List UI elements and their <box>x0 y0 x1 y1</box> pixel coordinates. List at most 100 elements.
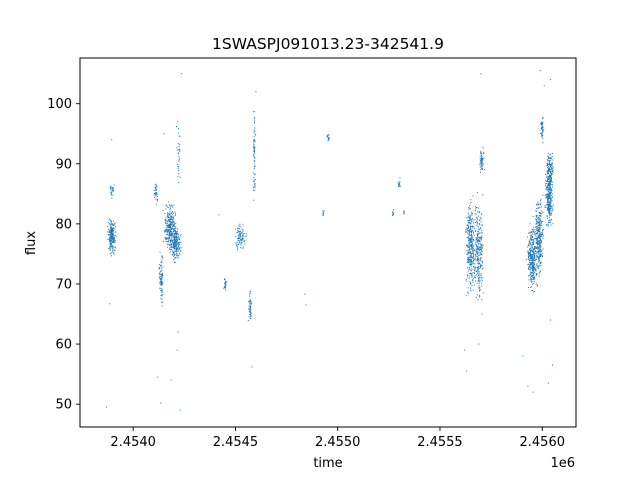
data-point <box>477 256 479 258</box>
data-point <box>253 150 255 152</box>
data-point <box>528 240 530 242</box>
data-point <box>242 224 244 226</box>
data-point <box>249 307 251 309</box>
data-point <box>472 217 474 219</box>
data-point <box>171 254 173 256</box>
data-point <box>528 253 530 255</box>
data-point <box>481 159 483 161</box>
data-point <box>548 201 550 203</box>
x-axis-label: time <box>313 456 342 471</box>
data-point <box>478 276 480 278</box>
data-point <box>173 257 175 259</box>
data-point <box>244 243 246 245</box>
data-point <box>474 269 476 271</box>
data-point <box>165 237 167 239</box>
data-point <box>471 245 473 247</box>
data-point <box>551 168 553 170</box>
data-point <box>533 238 535 240</box>
data-point <box>546 224 548 226</box>
data-point <box>536 221 538 223</box>
data-point <box>469 241 471 243</box>
data-point <box>254 184 256 186</box>
data-point <box>474 254 476 256</box>
data-point <box>173 239 175 241</box>
data-point <box>235 228 237 230</box>
data-point <box>527 385 529 387</box>
data-point <box>548 156 549 158</box>
data-point <box>483 292 485 294</box>
data-point <box>532 269 534 271</box>
data-point <box>154 183 156 185</box>
data-point <box>464 349 466 351</box>
data-point <box>545 176 547 178</box>
data-point <box>403 212 405 214</box>
data-point <box>470 289 472 291</box>
data-point <box>531 272 533 274</box>
data-point <box>532 283 534 285</box>
data-point <box>472 249 474 251</box>
data-point <box>532 278 534 280</box>
data-point <box>542 230 544 232</box>
data-point <box>470 235 472 237</box>
data-point <box>165 238 167 240</box>
data-point <box>237 228 239 230</box>
data-point <box>172 223 174 225</box>
data-point <box>546 207 548 209</box>
data-point <box>109 237 111 239</box>
data-point <box>466 227 468 229</box>
data-point <box>544 206 546 208</box>
data-point <box>547 176 549 178</box>
data-point <box>399 177 401 179</box>
data-point <box>541 232 543 234</box>
data-point <box>548 162 550 164</box>
data-point <box>399 180 401 182</box>
data-point <box>480 169 482 171</box>
data-point <box>536 226 538 228</box>
data-point <box>253 129 255 131</box>
data-point <box>160 278 162 280</box>
data-point <box>476 221 478 223</box>
data-point <box>469 219 471 221</box>
data-point <box>163 133 165 135</box>
data-point <box>111 242 113 244</box>
data-point <box>549 192 551 194</box>
data-point <box>478 212 480 214</box>
data-point <box>475 241 477 243</box>
data-point <box>547 225 549 227</box>
data-point <box>539 226 541 228</box>
data-point <box>539 231 541 233</box>
data-point <box>170 233 172 235</box>
data-point <box>540 240 542 242</box>
data-point <box>467 287 469 289</box>
data-point <box>392 211 394 213</box>
data-point <box>174 250 176 252</box>
data-point <box>159 279 161 281</box>
data-point <box>536 266 538 268</box>
data-point <box>109 219 111 221</box>
data-point <box>480 217 482 219</box>
data-point <box>482 147 484 149</box>
data-point <box>548 182 550 184</box>
data-point <box>533 242 535 244</box>
data-point <box>160 264 162 266</box>
data-point <box>547 163 549 165</box>
data-point <box>468 261 470 263</box>
data-point <box>169 227 171 229</box>
data-point <box>468 268 470 270</box>
data-point <box>242 246 244 248</box>
data-point <box>529 238 531 240</box>
data-point <box>111 220 113 222</box>
data-point <box>172 206 174 208</box>
data-point <box>174 243 176 245</box>
data-point <box>239 233 241 235</box>
data-point <box>176 251 178 253</box>
data-point <box>178 246 180 248</box>
data-point <box>154 192 156 194</box>
data-point <box>548 195 550 197</box>
data-point <box>224 283 226 285</box>
data-point <box>178 245 180 247</box>
data-point <box>176 247 178 249</box>
data-point <box>115 226 117 228</box>
data-point <box>536 222 538 224</box>
